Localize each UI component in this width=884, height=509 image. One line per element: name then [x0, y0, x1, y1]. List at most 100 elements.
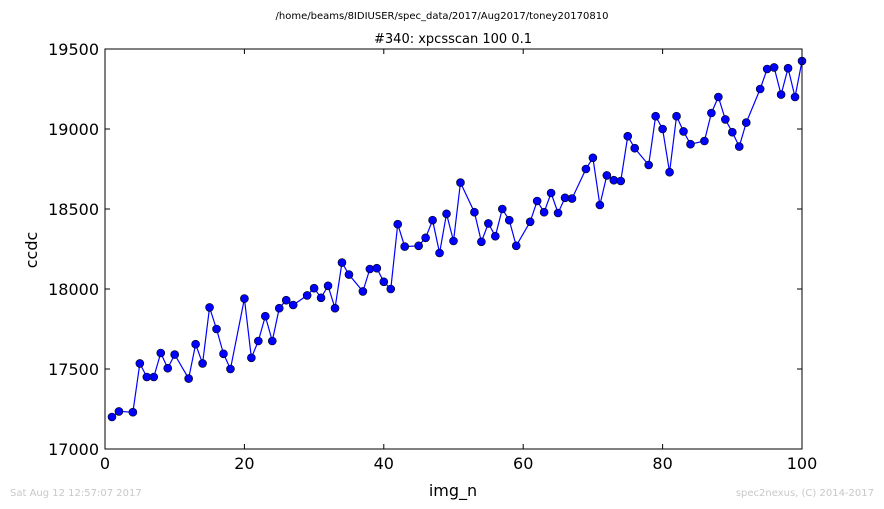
data-point	[700, 136, 709, 146]
y-tick-label: 19000	[48, 120, 99, 139]
data-point	[762, 64, 772, 74]
y-tick-label: 18000	[48, 280, 99, 299]
y-tick-label: 18500	[48, 200, 99, 219]
data-point	[372, 263, 382, 273]
data-point	[316, 293, 326, 303]
data-point	[205, 303, 214, 312]
x-tick-label: 0	[100, 454, 110, 473]
data-point	[511, 241, 521, 251]
data-point	[491, 231, 500, 241]
data-point	[769, 63, 779, 72]
data-point	[755, 84, 765, 94]
data-point	[191, 339, 200, 349]
data-point	[135, 359, 145, 368]
data-point	[128, 407, 138, 417]
data-point	[274, 303, 284, 313]
data-point	[323, 281, 333, 291]
data-point	[546, 188, 556, 198]
data-point	[679, 127, 688, 136]
series-line	[111, 60, 803, 418]
data-point	[240, 294, 249, 303]
data-point	[616, 176, 626, 186]
data-point	[497, 204, 507, 214]
footer-credit: spec2nexus, (C) 2014-2017	[735, 488, 874, 499]
data-point	[198, 359, 207, 368]
data-point	[393, 219, 403, 229]
data-point	[776, 90, 786, 99]
data-point	[267, 336, 277, 346]
x-tick-label: 60	[513, 454, 533, 473]
data-point	[400, 242, 410, 251]
data-point	[254, 336, 263, 346]
data-point	[247, 353, 256, 363]
x-tick-label: 20	[234, 454, 254, 473]
data-point	[261, 311, 270, 321]
plot-area	[105, 49, 802, 449]
data-point	[623, 131, 633, 141]
data-point	[156, 348, 166, 358]
data-point	[344, 270, 354, 279]
data-point	[309, 283, 319, 293]
data-point	[532, 196, 542, 206]
data-point	[783, 63, 793, 73]
data-point	[414, 241, 423, 251]
data-point	[525, 217, 535, 227]
data-point	[588, 153, 598, 163]
data-point	[456, 178, 465, 187]
data-point	[734, 142, 744, 151]
data-point	[226, 364, 235, 374]
data-point	[484, 219, 493, 228]
data-point	[428, 215, 437, 225]
data-point	[707, 108, 716, 118]
data-point	[539, 207, 549, 217]
data-point	[449, 236, 458, 246]
data-point	[330, 303, 340, 313]
y-tick-label: 17500	[48, 360, 99, 379]
data-point	[651, 111, 660, 121]
data-point	[212, 324, 221, 334]
chart-title: #340: xpcsscan 100 0.1	[374, 32, 532, 47]
data-point	[721, 115, 730, 124]
plot-background	[105, 49, 802, 449]
data-point	[686, 139, 695, 149]
data-point	[504, 215, 514, 225]
axes-layer: 0 20 40 60 80 100 17000 17500 18000 18500 19000 195…	[48, 40, 817, 473]
x-tick-label: 80	[652, 454, 672, 473]
data-point	[170, 350, 179, 359]
x-tick-label: 40	[374, 454, 394, 473]
data-point	[741, 118, 751, 127]
data-point	[477, 237, 486, 247]
data-point	[421, 233, 430, 243]
data-point	[727, 127, 737, 137]
data-point	[358, 287, 368, 296]
data-point	[630, 143, 640, 153]
y-tick-label: 19500	[48, 40, 99, 59]
file-path-header: /home/beams/8IDIUSER/spec_data/2017/Aug2…	[276, 11, 609, 22]
series-layer	[107, 56, 807, 422]
data-point	[644, 160, 653, 170]
data-point	[386, 284, 396, 294]
y-axis-label: ccdc	[22, 232, 41, 269]
data-point	[288, 300, 298, 310]
plot-frame	[104, 48, 803, 450]
data-point	[672, 111, 681, 121]
data-point	[567, 194, 577, 203]
data-point	[714, 92, 723, 102]
x-axis-label: img_n	[429, 481, 477, 501]
data-point	[379, 277, 389, 287]
data-point	[442, 209, 451, 219]
footer-timestamp: Sat Aug 12 12:57:07 2017	[10, 488, 142, 499]
data-point	[302, 291, 312, 300]
data-point	[107, 412, 117, 422]
data-point	[184, 374, 193, 383]
data-point	[114, 407, 124, 416]
data-point	[602, 171, 612, 180]
data-point	[790, 92, 800, 102]
data-point	[149, 372, 159, 382]
data-point	[163, 363, 173, 373]
y-tick-label: 17000	[48, 440, 99, 459]
data-point	[435, 248, 444, 258]
data-point	[581, 164, 591, 174]
data-point	[219, 349, 228, 359]
